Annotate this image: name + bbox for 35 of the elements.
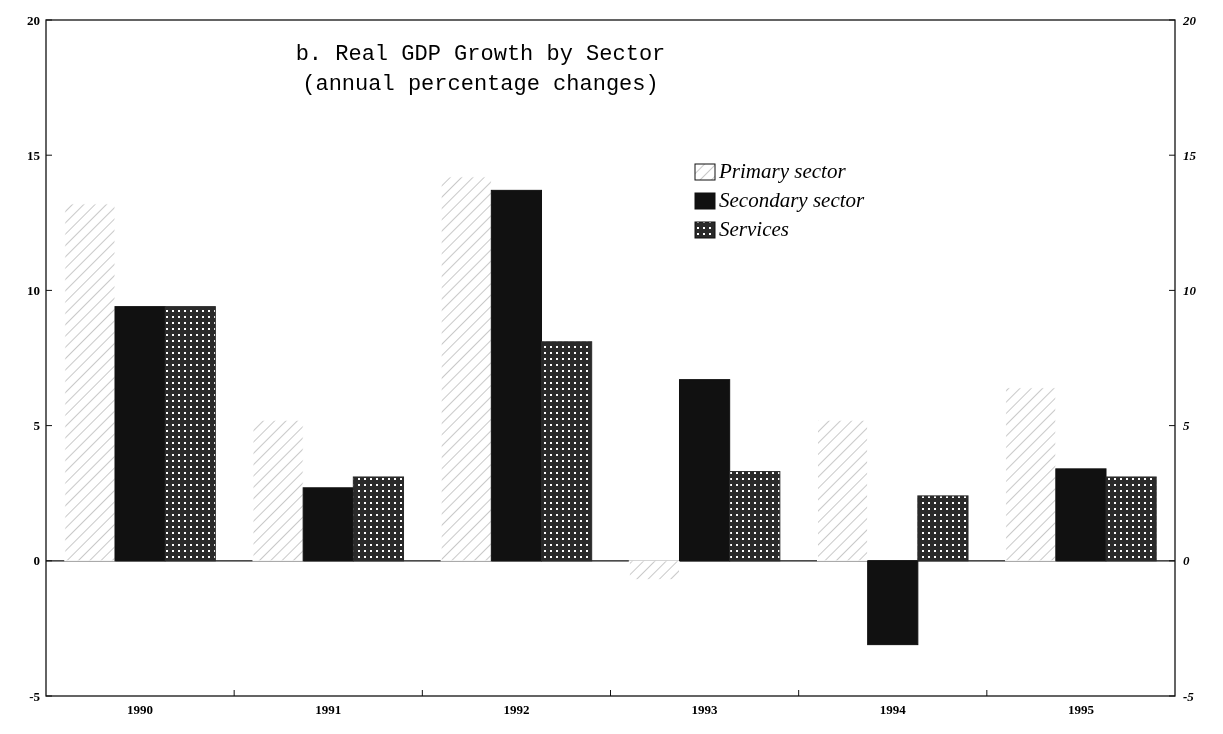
y-tick-label: 20 [27,12,40,28]
x-tick-label: 1993 [691,702,719,717]
x-tick-label: 1991 [315,702,342,717]
bar [302,487,354,562]
x-tick-label: 1995 [1067,702,1095,717]
x-tick-label: 1992 [503,702,530,717]
bar [352,476,405,562]
bar [164,306,216,562]
x-tick-label: 1994 [879,702,907,717]
y2-tick-label: 5 [1183,418,1190,434]
bar [678,379,731,562]
legend-label: Services [719,217,789,241]
y-tick-label: -5 [29,688,41,704]
y-tick-label: 15 [27,147,41,163]
bar [867,560,919,646]
text: b. Real GDP Growth by Sector [295,42,666,67]
legend-label: Secondary sector [719,188,866,212]
bar [1105,476,1157,562]
y2-tick-label: 15 [1183,147,1197,163]
y-tick-label: 5 [33,418,41,434]
bar [541,341,593,562]
y-tick-label: 0 [33,553,40,569]
bar [917,495,969,562]
text: (annual percentage changes) [302,72,659,97]
bar [1055,468,1107,562]
y2-tick-label: 10 [1183,282,1197,298]
y2-tick-label: 20 [1182,12,1197,28]
bar [490,189,543,562]
y-tick-label: 10 [27,282,40,298]
y2-tick-label: 0 [1183,553,1190,569]
y2-tick-label: -5 [1183,688,1195,704]
x-tick-label: 1990 [127,702,154,717]
bar [114,306,166,562]
bar [729,471,781,562]
legend-label: Primary sector [718,159,847,183]
